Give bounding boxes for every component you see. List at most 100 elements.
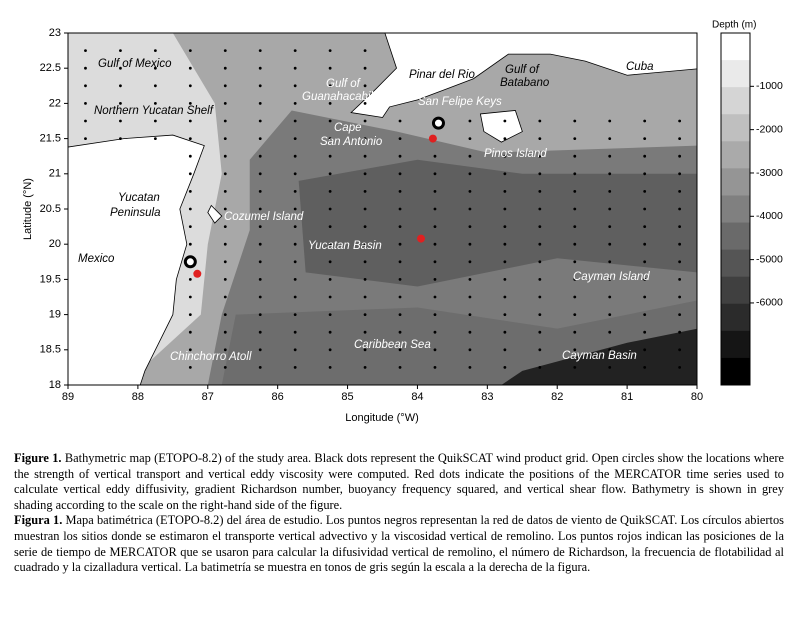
grid-dot — [223, 102, 227, 105]
colorbar-label: -2000 — [756, 123, 783, 135]
grid-dot — [363, 49, 367, 52]
colorbar: -1000 -2000 -3000 -4000 -5000 -6000 — [720, 32, 783, 386]
place-label: Cayman Basin — [562, 350, 637, 362]
grid-dot — [153, 66, 157, 70]
map — [68, 33, 697, 385]
grid-dot — [188, 137, 192, 141]
grid-dot — [538, 366, 542, 369]
grid-dot — [503, 190, 507, 193]
place-label: Chinchorro Atoll — [170, 351, 252, 363]
grid-dot — [573, 154, 577, 158]
grid-dot — [538, 207, 542, 211]
grid-dot — [573, 207, 577, 211]
grid-dot — [258, 225, 262, 229]
grid-dot — [643, 330, 647, 334]
grid-dot — [293, 242, 297, 246]
grid-dot — [223, 49, 227, 52]
grid-dot — [678, 313, 682, 316]
grid-dot — [643, 225, 647, 229]
grid-dot — [293, 260, 297, 264]
land-yucatan — [68, 134, 205, 385]
grid-dot — [538, 295, 542, 299]
grid-dot — [468, 137, 472, 141]
colorbar-label: -3000 — [756, 167, 783, 179]
grid-dot — [328, 366, 332, 369]
grid-dot — [643, 295, 647, 299]
grid-dot — [398, 242, 402, 246]
colorbar-label: -1000 — [756, 80, 783, 92]
x-tick-label: 87 — [202, 391, 214, 403]
grid-dot — [188, 190, 192, 193]
grid-dot — [119, 137, 122, 141]
grid-dot — [363, 366, 367, 369]
place-label: Batabano — [500, 77, 550, 89]
grid-dot — [328, 172, 332, 176]
grid-dot — [433, 172, 437, 176]
grid-dot — [643, 348, 647, 352]
grid-dot — [363, 295, 367, 299]
grid-dot — [678, 330, 682, 334]
grid-dot — [468, 154, 472, 158]
grid-dot — [468, 190, 472, 193]
y-tick-label: 18.5 — [40, 344, 61, 356]
grid-dot — [328, 66, 332, 70]
grid-dot — [538, 313, 542, 316]
grid-dot — [503, 119, 507, 123]
grid-dot — [538, 119, 542, 123]
grid-dot — [223, 66, 227, 70]
grid-dot — [363, 348, 367, 352]
grid-dot — [84, 119, 87, 123]
caption-label: Figure 1. — [14, 451, 62, 465]
grid-dot — [573, 190, 577, 193]
grid-dot — [503, 225, 507, 229]
place-label: Guanahacabibes — [302, 91, 389, 103]
grid-dot — [608, 260, 612, 264]
place-label: Cayman Island — [573, 271, 650, 283]
grid-dot — [223, 278, 227, 281]
grid-dot — [258, 102, 262, 105]
grid-dot — [363, 119, 367, 123]
grid-dot — [398, 137, 402, 141]
red-dot — [193, 269, 202, 278]
grid-dot — [223, 330, 227, 334]
grid-dot — [223, 242, 227, 246]
grid-dot — [363, 313, 367, 316]
place-label: Gulf of — [326, 78, 362, 90]
grid-dot — [223, 366, 227, 369]
grid-dot — [258, 66, 262, 70]
colorbar-step — [721, 357, 750, 386]
grid-dot — [678, 137, 682, 141]
colorbar-step — [721, 276, 750, 305]
x-tick-label: 88 — [132, 391, 144, 403]
grid-dot — [328, 260, 332, 264]
grid-dot — [258, 190, 262, 193]
grid-dot — [643, 242, 647, 246]
grid-dot — [433, 154, 437, 158]
grid-dot — [398, 207, 402, 211]
grid-dot — [188, 207, 192, 211]
grid-dot — [678, 172, 682, 176]
grid-dot — [433, 313, 437, 316]
grid-dot — [293, 119, 297, 123]
grid-dot — [643, 190, 647, 193]
grid-dot — [328, 295, 332, 299]
grid-dot — [84, 66, 87, 70]
grid-dot — [678, 154, 682, 158]
grid-dot — [188, 119, 192, 123]
grid-dot — [678, 348, 682, 352]
grid-dot — [328, 225, 332, 229]
caption: Figure 1. Bathymetric map (ETOPO-8.2) of… — [14, 451, 784, 576]
grid-dot — [643, 207, 647, 211]
grid-dot — [188, 225, 192, 229]
grid-dot — [293, 172, 297, 176]
grid-dot — [119, 84, 122, 88]
grid-dot — [293, 330, 297, 334]
grid-dot — [643, 313, 647, 316]
grid-dot — [188, 49, 192, 52]
grid-dot — [363, 278, 367, 281]
grid-dot — [468, 295, 472, 299]
grid-dot — [119, 102, 122, 105]
grid-dot — [643, 260, 647, 264]
grid-dot — [328, 207, 332, 211]
place-label: Pinar del Rio — [409, 69, 475, 81]
